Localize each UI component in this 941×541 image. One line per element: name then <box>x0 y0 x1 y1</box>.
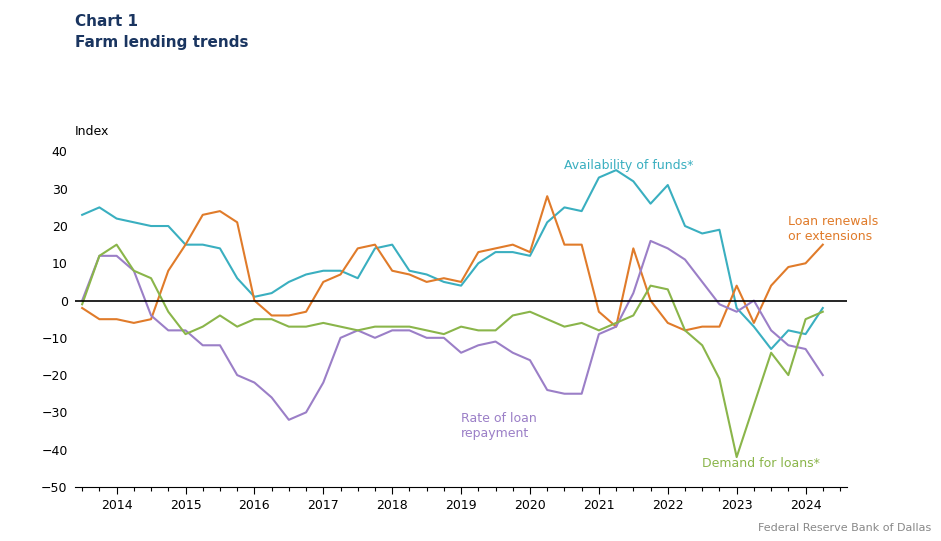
Text: Loan renewals
or extensions: Loan renewals or extensions <box>789 215 879 243</box>
Text: Availability of funds*: Availability of funds* <box>565 159 694 172</box>
Text: Index: Index <box>74 125 109 138</box>
Text: Federal Reserve Bank of Dallas: Federal Reserve Bank of Dallas <box>758 523 932 533</box>
Text: Chart 1: Chart 1 <box>75 14 138 29</box>
Text: Demand for loans*: Demand for loans* <box>702 457 821 470</box>
Text: Farm lending trends: Farm lending trends <box>75 35 248 50</box>
Text: Rate of loan
repayment: Rate of loan repayment <box>461 412 536 440</box>
